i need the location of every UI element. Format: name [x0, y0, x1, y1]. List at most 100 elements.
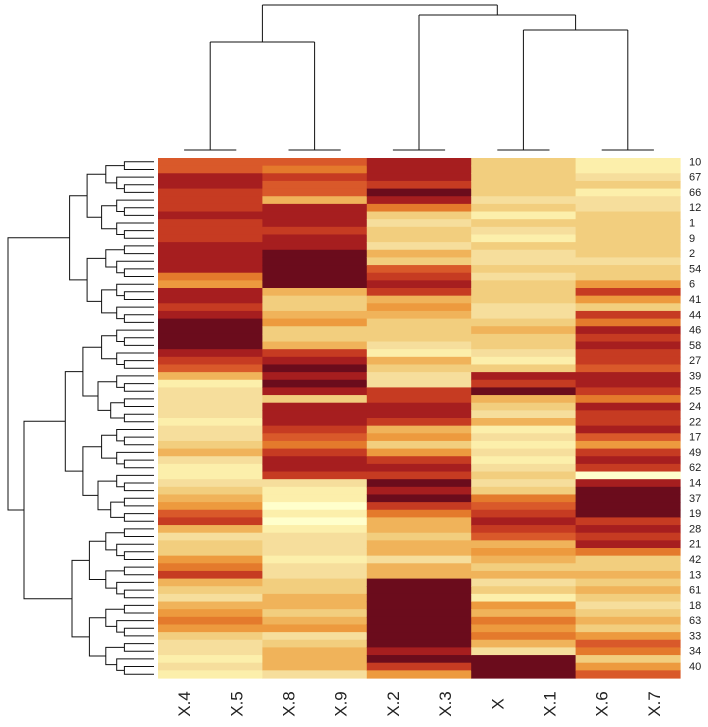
- heatmap-cell: [262, 433, 368, 442]
- heatmap-cell: [575, 203, 681, 213]
- heatmap-cell: [575, 448, 681, 457]
- row-dendrogram-branch: [123, 398, 154, 407]
- row-dendrogram-branch: [7, 237, 70, 511]
- heatmap-cell: [262, 563, 368, 572]
- heatmap-cell: [366, 372, 472, 381]
- heatmap-cell: [158, 288, 263, 297]
- row-dendrogram-branch: [123, 268, 154, 277]
- heatmap-cell: [262, 234, 368, 243]
- heatmap-cell: [575, 425, 681, 434]
- heatmap-cell: [366, 463, 472, 473]
- row-labels: 1067661219254641444658273925242217496214…: [689, 156, 701, 673]
- heatmap-cell: [158, 463, 263, 473]
- heatmap-cell: [575, 387, 681, 396]
- heatmap-cell: [366, 280, 472, 289]
- heatmap-cell: [366, 639, 472, 649]
- heatmap-cell: [262, 226, 368, 236]
- heatmap-cell: [471, 448, 577, 457]
- heatmap-cell: [366, 647, 472, 656]
- column-label: X.3: [436, 691, 455, 717]
- heatmap-cell: [366, 173, 472, 182]
- row-dendrogram-branch: [86, 173, 106, 218]
- heatmap-cell: [366, 494, 472, 503]
- heatmap-cell: [262, 387, 368, 396]
- row-dendrogram-branch: [105, 165, 125, 184]
- heatmap-cell: [262, 203, 368, 213]
- heatmap-cell: [575, 418, 681, 427]
- heatmap-cell: [471, 242, 577, 251]
- heatmap-cell: [471, 387, 577, 396]
- heatmap-cell: [471, 609, 577, 618]
- column-label: X.5: [227, 691, 246, 717]
- heatmap-cell: [366, 540, 472, 549]
- row-label: 9: [689, 233, 695, 245]
- heatmap-cell: [471, 494, 577, 503]
- heatmap-cell: [262, 173, 368, 182]
- heatmap-cell: [575, 257, 681, 266]
- row-dendrogram-branch: [123, 291, 154, 300]
- heatmap-cell: [158, 272, 263, 281]
- row-label: 18: [689, 600, 701, 612]
- heatmap-cell: [262, 333, 368, 343]
- heatmap-cell: [262, 326, 368, 335]
- heatmap-cell: [471, 410, 577, 419]
- row-dendrogram-branch: [116, 581, 154, 595]
- heatmap-cell: [262, 532, 368, 541]
- heatmap-cell: [158, 570, 263, 580]
- heatmap-cell: [366, 486, 472, 496]
- heatmap-cell: [262, 632, 368, 641]
- row-dendrogram-branch: [116, 375, 154, 388]
- heatmap-cell: [158, 639, 263, 649]
- heatmap-cell: [158, 601, 263, 610]
- heatmap-cell: [575, 662, 681, 671]
- heatmap-cell: [366, 532, 472, 541]
- row-label: 1: [689, 218, 695, 230]
- heatmap-cell: [471, 418, 577, 427]
- heatmap-cell: [262, 440, 368, 450]
- row-dendrogram-branch: [82, 446, 102, 496]
- heatmap-cell: [575, 479, 681, 488]
- heatmap-cell: [158, 555, 263, 564]
- heatmap-cell: [575, 333, 681, 343]
- heatmap-cell: [471, 173, 577, 182]
- heatmap-cell: [262, 349, 368, 358]
- heatmap-cell: [575, 402, 681, 411]
- row-dendrogram-branch: [101, 335, 117, 360]
- heatmap-cell: [158, 257, 263, 266]
- row-dendrogram-branch: [123, 566, 154, 576]
- heatmap-cell: [575, 295, 681, 304]
- heatmap-cell: [158, 456, 263, 465]
- heatmap-cell: [262, 578, 368, 587]
- row-dendrogram-branch: [71, 559, 90, 638]
- row-dendrogram-branch: [105, 608, 125, 627]
- heatmap-cell: [471, 165, 577, 174]
- heatmap-cell: [575, 265, 681, 274]
- heatmap-cell: [471, 655, 577, 664]
- heatmap-cell: [262, 662, 368, 671]
- row-dendrogram-branch: [116, 658, 154, 671]
- heatmap-cell: [158, 379, 263, 389]
- heatmap-cell: [158, 486, 263, 496]
- heatmap-cell: [575, 158, 681, 167]
- row-dendrogram-branch: [116, 474, 154, 488]
- column-label: X.6: [593, 691, 612, 717]
- heatmap-cell: [366, 448, 472, 457]
- heatmap-cell: [158, 326, 263, 335]
- row-label: 24: [689, 401, 701, 413]
- row-dendrogram-branch: [116, 451, 154, 465]
- heatmap-cell: [366, 234, 472, 243]
- heatmap-cell: [366, 517, 472, 526]
- heatmap-cell: [471, 463, 577, 473]
- heatmap-cell: [158, 211, 263, 220]
- column-label: X.1: [541, 691, 560, 717]
- heatmap-cell: [158, 180, 263, 190]
- heatmap-cell: [158, 310, 263, 320]
- heatmap-cell: [575, 563, 681, 572]
- heatmap-cell: [262, 639, 368, 649]
- row-dendrogram-branch: [123, 482, 154, 492]
- heatmap-cell: [158, 226, 263, 236]
- row-dendrogram-branch: [123, 666, 154, 675]
- row-dendrogram-branch: [86, 257, 106, 302]
- row-dendrogram-branch: [116, 620, 154, 633]
- heatmap-cell: [366, 272, 472, 281]
